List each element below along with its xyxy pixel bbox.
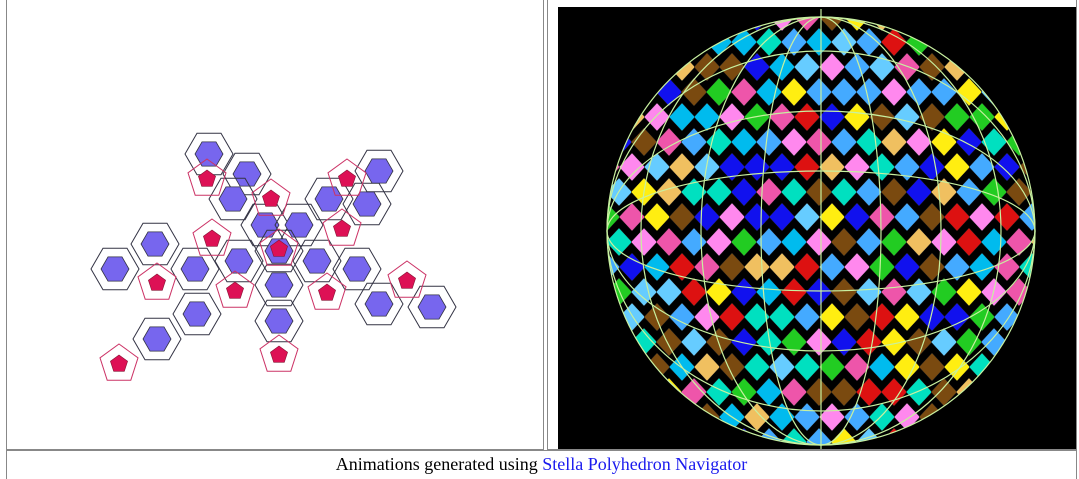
net-pent-face [262, 190, 279, 206]
net-pent-face [318, 284, 335, 300]
net-hex-face [225, 249, 253, 273]
net-hex-face [265, 309, 293, 333]
net-pent-face [226, 282, 243, 298]
net-hex-face [265, 273, 293, 297]
stella-link[interactable]: Stella Polyhedron Navigator [542, 454, 747, 474]
net-hex-face [181, 257, 209, 281]
caption: Animations generated using Stella Polyhe… [6, 450, 1077, 479]
polyhedron-net-image [7, 0, 543, 449]
net-pent-face [398, 272, 415, 288]
net-pent-face [148, 274, 165, 290]
net-hex-face [303, 249, 331, 273]
net-hex-face [285, 213, 313, 237]
sphere-image-cell [547, 0, 1077, 450]
net-hex-face [143, 327, 171, 351]
net-pent-face [270, 346, 287, 362]
net-hex-face [315, 187, 343, 211]
net-hex-face [195, 142, 223, 166]
net-hex-face [343, 257, 371, 281]
caption-text: Animations generated using [336, 454, 538, 474]
net-pent-face [203, 230, 220, 246]
net-hex-face [183, 302, 211, 326]
net-pent-face [333, 220, 350, 236]
net-hex-face [365, 159, 393, 183]
net-pent-face [110, 355, 127, 371]
net-hex-face [141, 232, 169, 256]
net-image-cell [6, 0, 544, 450]
net-hex-face [219, 187, 247, 211]
net-hex-face [365, 292, 393, 316]
page: Animations generated using Stella Polyhe… [0, 0, 1079, 479]
net-pent-face [338, 170, 355, 186]
net-pent-face [198, 170, 215, 186]
polyhedron-sphere-image [548, 0, 1076, 449]
net-hex-face [418, 295, 446, 319]
net-hex-face [101, 257, 129, 281]
